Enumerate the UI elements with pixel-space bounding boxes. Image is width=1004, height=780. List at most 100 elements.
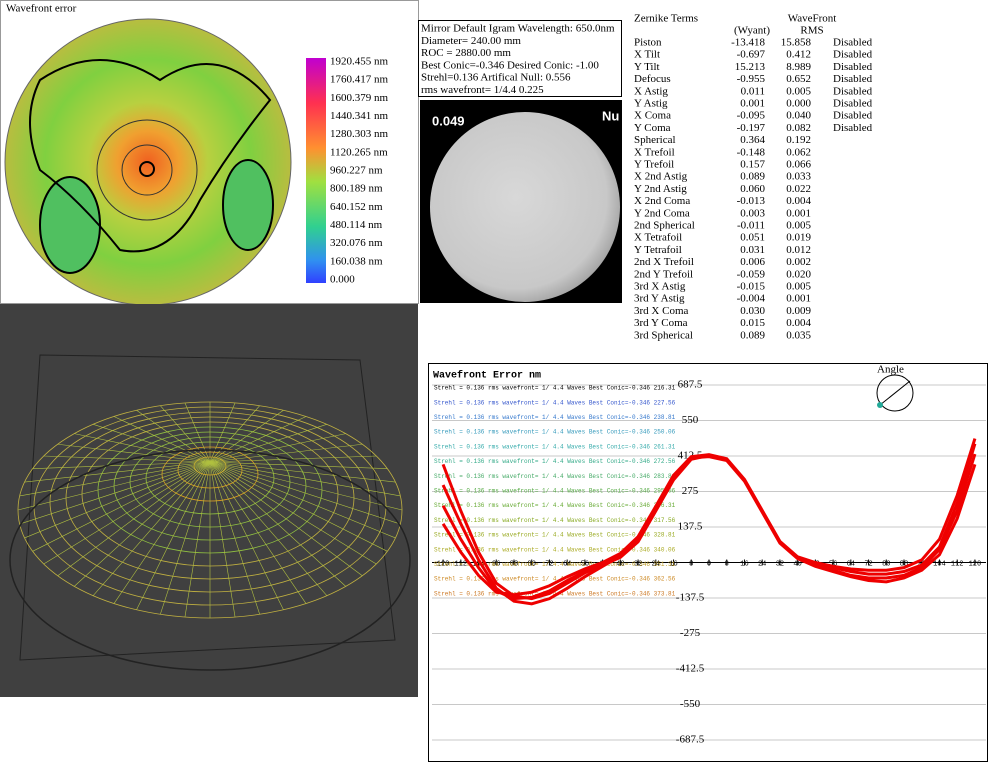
legend-line: Strehl = 0.136 rms wavefront= 1/ 4.4 Wav… xyxy=(434,561,676,568)
mesh-spoke xyxy=(92,461,211,596)
table-header: RMS xyxy=(800,25,823,37)
term-name: X 2nd Coma xyxy=(634,195,690,207)
mesh-spoke xyxy=(184,461,211,618)
mesh-spoke xyxy=(209,461,388,552)
term-wyant: 0.011 xyxy=(741,85,765,97)
y-tick-label: 687.5 xyxy=(678,379,703,391)
mesh-spoke xyxy=(209,461,328,596)
term-status: Disabled xyxy=(833,110,873,122)
x-tick-label: 64 xyxy=(563,560,571,568)
mesh-spoke xyxy=(209,461,403,511)
y-tick-label: -687.5 xyxy=(676,734,705,746)
x-tick-label: 8 xyxy=(689,560,693,568)
term-rms: 0.412 xyxy=(786,49,811,61)
legend-line: Strehl = 0.136 rms wavefront= 1/ 4.4 Wav… xyxy=(434,414,676,421)
mesh-spoke xyxy=(209,424,327,463)
mesh-spoke xyxy=(74,433,211,463)
colorbar-label: 320.076 nm xyxy=(330,237,383,249)
term-wyant: -0.004 xyxy=(737,293,766,305)
colorbar-label: 0.000 xyxy=(330,274,355,286)
x-tick-label: 88 xyxy=(900,560,908,568)
x-tick-label: 8 xyxy=(725,560,729,568)
base-ring xyxy=(9,449,411,671)
y-tick-label: -275 xyxy=(680,627,701,639)
term-name: Y Tilt xyxy=(634,61,660,73)
mesh-spoke xyxy=(32,461,211,469)
x-tick-label: 16 xyxy=(669,560,677,568)
mesh-spoke xyxy=(209,461,284,610)
igram-disk xyxy=(430,112,620,302)
mesh-spoke xyxy=(136,461,211,610)
mesh-spoke xyxy=(209,461,401,497)
term-status: Disabled xyxy=(833,85,873,97)
y-tick-label: -550 xyxy=(680,698,701,710)
term-name: Y 2nd Astig xyxy=(634,183,687,195)
term-name: 3rd Y Astig xyxy=(634,293,685,305)
term-rms: 0.009 xyxy=(786,305,811,317)
term-status: Disabled xyxy=(833,37,873,49)
y-tick-label: -412.5 xyxy=(676,663,705,675)
map-title: Wavefront error xyxy=(6,3,77,15)
table-header: WaveFront xyxy=(788,13,837,25)
mesh-spoke xyxy=(209,416,307,463)
term-wyant: -0.148 xyxy=(737,146,766,158)
y-tick-label: 275 xyxy=(682,485,699,497)
colorbar-label: 1920.455 nm xyxy=(330,56,389,68)
mesh-spoke xyxy=(209,461,396,539)
term-rms: 0.012 xyxy=(786,244,811,256)
mesh-spoke xyxy=(209,461,346,587)
term-wyant: 0.157 xyxy=(740,159,765,171)
term-name: X Coma xyxy=(634,110,671,122)
term-rms: 0.001 xyxy=(786,293,811,305)
x-tick-label: 32 xyxy=(634,560,642,568)
term-name: X 2nd Astig xyxy=(634,171,688,183)
mesh-spoke xyxy=(19,461,211,525)
x-tick-label: 112 xyxy=(951,560,964,568)
x-tick-label: 40 xyxy=(793,560,801,568)
term-rms: 0.192 xyxy=(786,134,811,146)
mesh-spoke xyxy=(136,409,211,463)
x-tick-label: 80 xyxy=(528,560,536,568)
mesh-spoke xyxy=(209,461,388,469)
term-name: Spherical xyxy=(634,134,676,146)
x-tick-label: 0 xyxy=(707,560,711,568)
colorbar-label: 1600.379 nm xyxy=(330,92,389,104)
contour xyxy=(29,59,272,253)
mesh-spoke xyxy=(160,461,211,615)
mesh-spoke xyxy=(93,424,211,463)
term-wyant: -0.955 xyxy=(737,73,766,85)
mesh-spoke xyxy=(209,461,307,604)
x-tick-label: 96 xyxy=(492,560,500,568)
term-status: Disabled xyxy=(833,49,873,61)
mesh-spoke xyxy=(209,461,401,525)
info-box xyxy=(418,20,622,97)
colorbar xyxy=(306,58,326,283)
contour xyxy=(222,159,274,251)
term-rms: 0.004 xyxy=(786,317,811,329)
legend-line: Strehl = 0.136 rms wavefront= 1/ 4.4 Wav… xyxy=(434,546,676,553)
mesh-spoke xyxy=(209,461,363,576)
term-name: 2nd Spherical xyxy=(634,220,695,232)
term-name: 3rd Y Coma xyxy=(634,317,688,329)
colorbar-label: 800.189 nm xyxy=(330,183,383,195)
term-wyant: 0.003 xyxy=(740,207,765,219)
y-tick-label: 137.5 xyxy=(678,521,703,533)
mesh-spoke xyxy=(113,461,211,604)
term-name: Y Tetrafoil xyxy=(634,244,682,256)
term-wyant: 0.051 xyxy=(740,232,765,244)
colorbar-label: 480.114 nm xyxy=(330,219,383,231)
term-wyant: -0.095 xyxy=(737,110,766,122)
colorbar-label: 960.227 nm xyxy=(330,165,383,177)
x-tick-label: 16 xyxy=(740,560,748,568)
term-rms: 0.019 xyxy=(786,232,811,244)
term-rms: 0.033 xyxy=(786,171,811,183)
x-tick-label: 32 xyxy=(776,560,784,568)
y-tick-label: -137.5 xyxy=(676,592,705,604)
igram-value: 0.049 xyxy=(432,113,465,128)
mesh-spoke xyxy=(113,416,211,463)
x-tick-label: 104 xyxy=(472,560,485,568)
angle-dial xyxy=(876,374,914,412)
term-name: X Tetrafoil xyxy=(634,232,682,244)
term-rms: 0.062 xyxy=(786,146,811,158)
